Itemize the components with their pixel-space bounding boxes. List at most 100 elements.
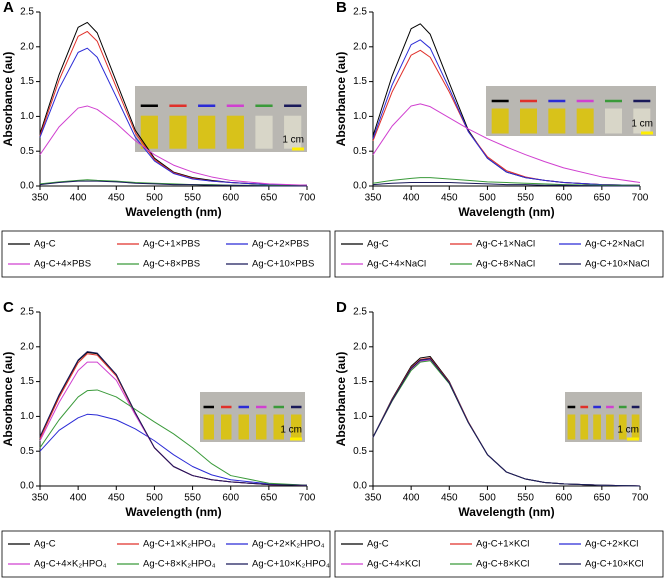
y-tick-label: 1.5 [20, 376, 34, 387]
vial [567, 414, 576, 440]
legend-label: Ag-C+8×K₂HPO₄ [143, 559, 216, 570]
x-tick-label: 450 [108, 193, 125, 204]
legend-label: Ag-C+10×KCl [585, 559, 644, 570]
legend-label: Ag-C+8×KCl [476, 559, 529, 570]
legend-label: Ag-C+10×NaCl [585, 259, 649, 270]
legend-label: Ag-C+2×NaCl [585, 239, 644, 250]
y-tick-label: 0.5 [20, 146, 34, 157]
x-tick-label: 400 [70, 193, 87, 204]
inset-photo [135, 86, 307, 152]
legend-label: Ag-C+2×KCl [585, 539, 638, 550]
vial [491, 108, 509, 134]
y-tick-label: 0.5 [353, 446, 367, 457]
vial [631, 414, 640, 440]
series-line [39, 180, 307, 187]
legend-label: Ag-C+1×PBS [143, 239, 200, 250]
vial [203, 414, 214, 440]
x-tick-label: 400 [403, 493, 420, 504]
legend-label: Ag-C+4×PBS [34, 259, 91, 270]
x-axis-title: Wavelength (nm) [125, 505, 221, 519]
x-tick-label: 650 [594, 193, 611, 204]
x-tick-label: 450 [441, 493, 458, 504]
legend-label: Ag-C+2×K₂HPO₄ [252, 539, 325, 550]
y-tick-label: 0.5 [353, 146, 367, 157]
x-axis-title: Wavelength (nm) [125, 205, 221, 219]
vial [198, 115, 216, 149]
x-tick-label: 500 [146, 193, 163, 204]
series-line [39, 389, 308, 486]
vial [226, 115, 244, 149]
panel-label: A [3, 0, 14, 16]
y-axis-title: Absorbance (au) [1, 52, 15, 147]
x-tick-label: 700 [632, 193, 649, 204]
x-tick-label: 650 [261, 193, 278, 204]
x-tick-label: 700 [632, 493, 649, 504]
legend-box [334, 230, 664, 278]
x-tick-label: 350 [32, 493, 49, 504]
legend-label: Ag-C+2×PBS [252, 239, 309, 250]
legend-label: Ag-C+4×KCl [367, 559, 420, 570]
x-tick-label: 350 [32, 193, 49, 204]
x-tick-label: 450 [108, 493, 125, 504]
y-tick-label: 0.0 [20, 181, 34, 192]
y-tick-label: 2.5 [353, 7, 367, 18]
x-tick-label: 450 [441, 193, 458, 204]
panel-label: C [3, 299, 14, 316]
x-axis-title: Wavelength (nm) [458, 205, 554, 219]
y-tick-label: 1.5 [353, 376, 367, 387]
y-tick-label: 1.0 [20, 411, 34, 422]
legend-box [1, 230, 331, 278]
inset-label: 1 cm [280, 425, 302, 436]
vial [576, 108, 594, 134]
vial [140, 115, 158, 149]
series-line [372, 103, 641, 184]
y-tick-label: 1.5 [20, 76, 34, 87]
x-tick-label: 600 [555, 493, 572, 504]
inset-label: 1 cm [617, 425, 639, 436]
vial [255, 115, 273, 149]
y-tick-label: 0.0 [353, 181, 367, 192]
series-line [372, 177, 640, 186]
vial [291, 414, 302, 440]
vial [273, 414, 284, 440]
x-tick-label: 550 [184, 493, 201, 504]
y-tick-label: 2.0 [353, 41, 367, 52]
x-tick-label: 500 [479, 193, 496, 204]
x-axis-title: Wavelength (nm) [458, 505, 554, 519]
x-tick-label: 350 [365, 493, 382, 504]
vial [284, 115, 302, 149]
legend-label: Ag-C+1×NaCl [476, 239, 535, 250]
y-axis-title: Absorbance (au) [334, 52, 348, 147]
series-line [372, 39, 641, 186]
x-tick-label: 650 [261, 493, 278, 504]
y-tick-label: 2.0 [20, 341, 34, 352]
series-line [39, 351, 308, 486]
y-tick-label: 2.0 [20, 41, 34, 52]
legend-label: Ag-C+1×KCl [476, 539, 529, 550]
vial [520, 108, 537, 134]
x-tick-label: 600 [222, 493, 239, 504]
legend-label: Ag-C+8×NaCl [476, 259, 535, 270]
inset-photo [565, 392, 642, 442]
series-line [39, 105, 308, 186]
vial [593, 414, 601, 440]
legend-label: Ag-C+4×NaCl [367, 259, 426, 270]
legend-label: Ag-C [34, 539, 56, 550]
vial [169, 115, 187, 149]
legend-box [1, 530, 331, 578]
panel-label: D [336, 299, 347, 316]
x-tick-label: 600 [222, 193, 239, 204]
legend-box [334, 530, 664, 578]
vial [238, 414, 249, 440]
y-tick-label: 0.5 [20, 446, 34, 457]
vial [548, 108, 566, 134]
legend-label: Ag-C+1×K₂HPO₄ [143, 539, 216, 550]
legend-label: Ag-C [34, 239, 56, 250]
legend-label: Ag-C+4×K₂HPO₄ [34, 559, 107, 570]
inset-photo [486, 86, 656, 136]
x-tick-label: 550 [517, 493, 534, 504]
panel-label: B [336, 0, 347, 16]
series-line [39, 47, 308, 186]
